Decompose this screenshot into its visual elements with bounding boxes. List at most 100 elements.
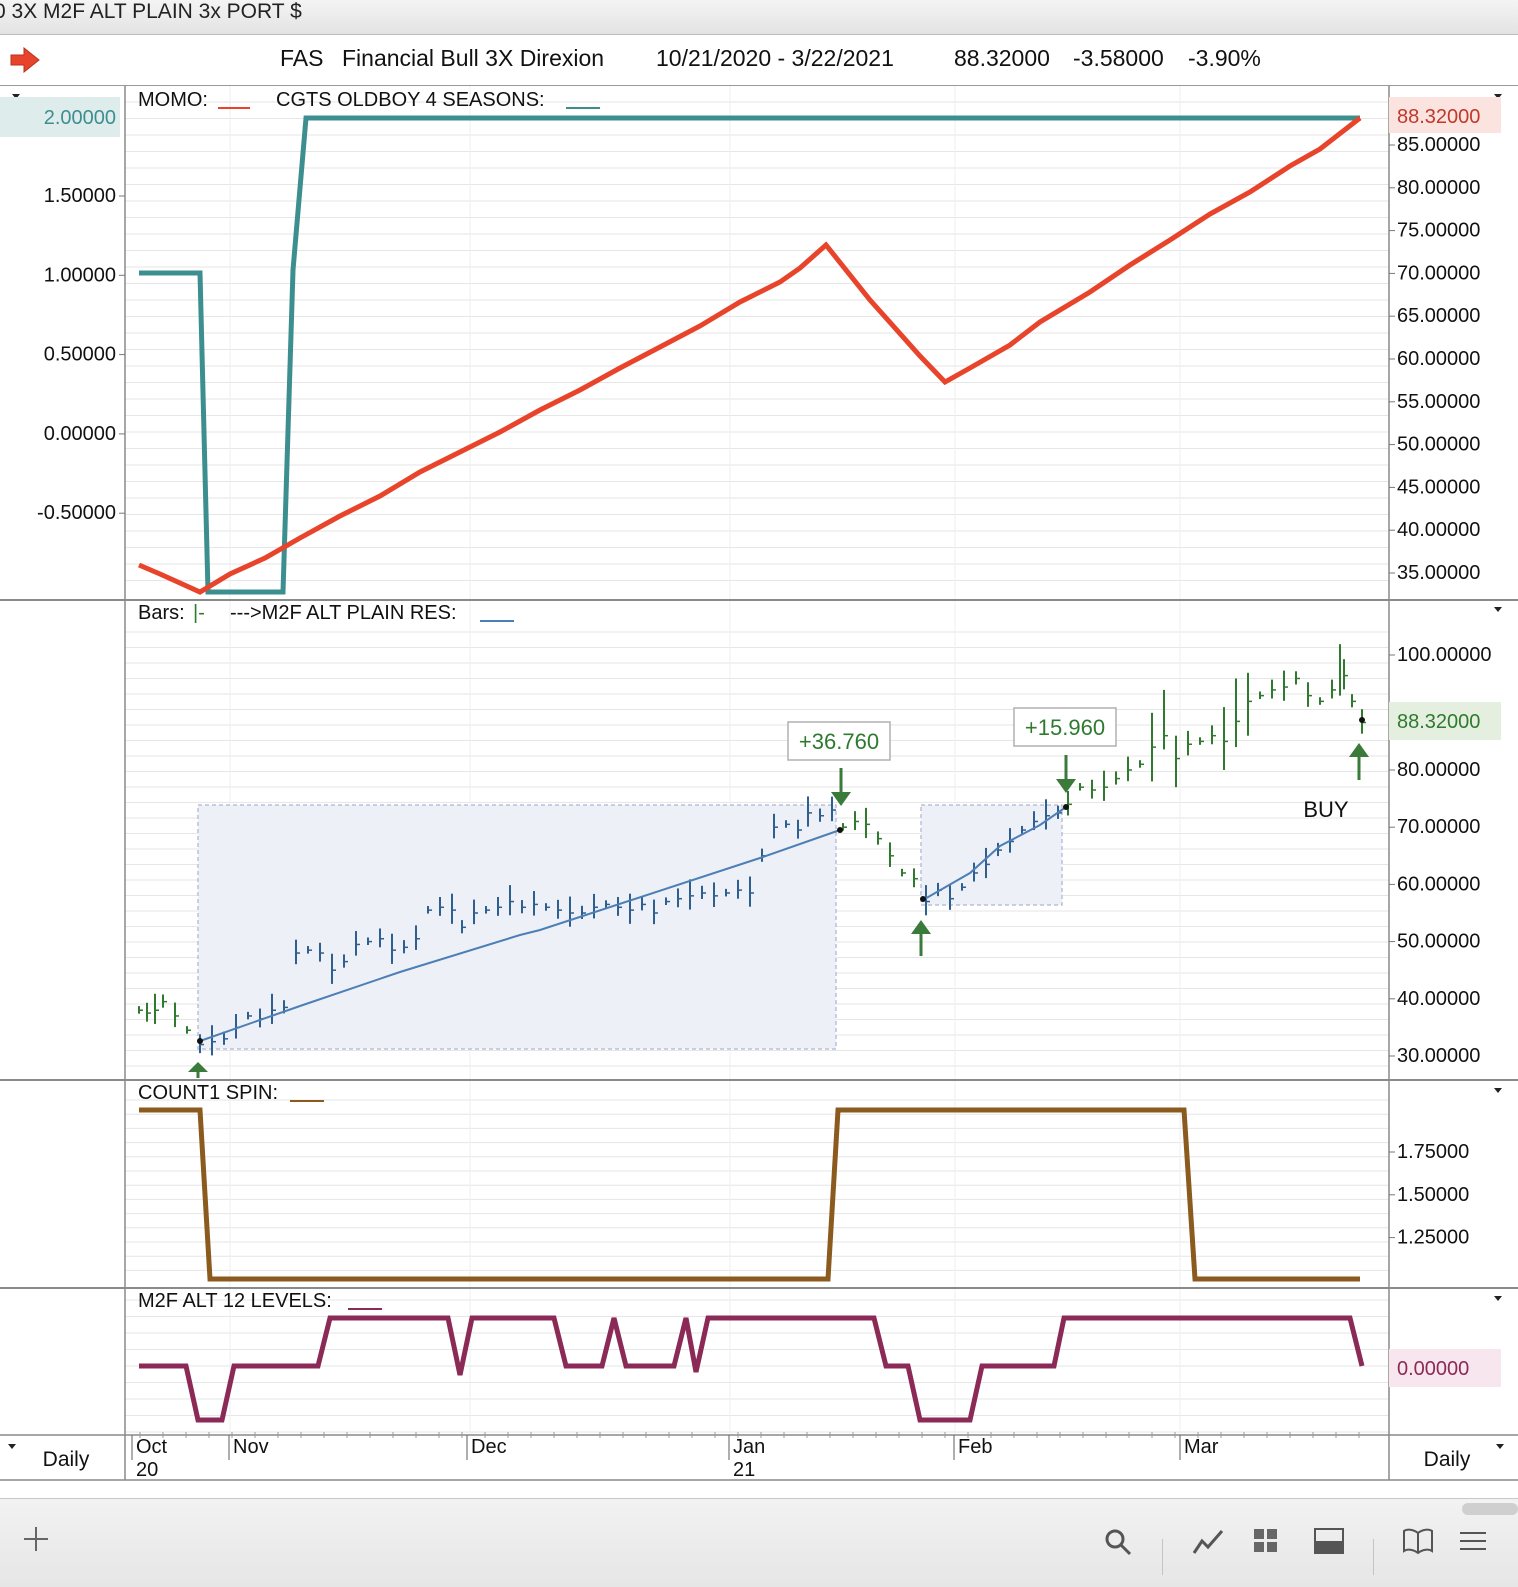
momo-right-tick-label: 65.00000 — [1397, 305, 1480, 327]
book-icon[interactable] — [1402, 1527, 1434, 1555]
count-panel: 1.75000 1.50000 1.25000 COUNT1 SPIN: — [138, 1082, 1469, 1282]
momo-series-line — [138, 116, 1362, 595]
period-caret-icon[interactable] — [1496, 1444, 1504, 1449]
price-change: -3.58000 — [1073, 45, 1164, 71]
date-range: 10/21/2020 - 3/22/2021 — [656, 45, 894, 71]
levels-series-line — [139, 1315, 1365, 1423]
line-chart-icon[interactable] — [1192, 1527, 1224, 1557]
x-year-label: 20 — [136, 1459, 158, 1481]
bars-right-tick-label: 40.00000 — [1397, 988, 1480, 1010]
momo-left-tick-label: 0.50000 — [44, 344, 116, 366]
right-value-highlight — [1389, 97, 1501, 133]
period-label-right[interactable]: Daily — [1424, 1448, 1471, 1471]
momo-left-highlight-label: 2.00000 — [44, 107, 116, 129]
last-price: 88.32000 — [954, 45, 1050, 71]
levels-right-highlight-bg — [1389, 1349, 1501, 1387]
red-arrow-icon[interactable] — [10, 47, 40, 73]
momo-right-tick-label: 75.00000 — [1397, 220, 1480, 242]
bars-right-highlight-label: 88.32000 — [1397, 711, 1480, 733]
momo-right-tick-label: 45.00000 — [1397, 476, 1480, 498]
x-month-label: Oct — [136, 1436, 168, 1458]
horizontal-scrollbar[interactable] — [1462, 1503, 1518, 1515]
window-title-bar: 0 3X M2F ALT PLAIN 3x PORT $ — [0, 0, 1518, 35]
panel-menu-caret-icon[interactable] — [1494, 94, 1502, 99]
momo-right-highlight-label: 88.32000 — [1397, 106, 1480, 128]
grid-layout-icon[interactable] — [1252, 1527, 1280, 1555]
x-month-label: Mar — [1184, 1436, 1219, 1458]
x-axis: Oct Nov Dec Jan Feb Mar 20 21 — [131, 1432, 1360, 1481]
buy-arrow-icon — [1349, 743, 1369, 780]
symbol-header: FAS Financial Bull 3X Direxion 10/21/202… — [0, 35, 1518, 87]
momo-left-tick-label: 1.00000 — [44, 264, 116, 286]
res-legend-label: --->M2F ALT PLAIN RES: — [230, 602, 457, 624]
panel-menu-caret-icon[interactable] — [1494, 607, 1502, 612]
momo-right-tick-label: 85.00000 — [1397, 134, 1480, 156]
toolbar-divider — [1373, 1539, 1374, 1575]
period-label-left[interactable]: Daily — [43, 1448, 90, 1471]
bars-panel: 100.00000 80.00000 70.00000 60.00000 50.0000… — [138, 602, 1501, 1078]
momo-panel: 1.50000 1.00000 0.50000 0.00000 -0.50000 85.… — [0, 89, 1501, 595]
bars-right-tick-label: 60.00000 — [1397, 873, 1480, 895]
count-right-tick-label: 1.50000 — [1397, 1184, 1469, 1206]
bars-legend-label: Bars: — [138, 602, 185, 624]
momo-right-tick-label: 55.00000 — [1397, 391, 1480, 413]
price-change-pct: -3.90% — [1188, 45, 1261, 71]
count-legend-label: COUNT1 SPIN: — [138, 1082, 278, 1104]
window-title: 0 3X M2F ALT PLAIN 3x PORT $ — [0, 0, 302, 23]
bars-right-tick-label: 70.00000 — [1397, 816, 1480, 838]
x-month-label: Feb — [958, 1436, 992, 1458]
chart-area[interactable]: 1.50000 1.00000 0.50000 0.00000 -0.50000 85.… — [0, 86, 1518, 1498]
x-month-label: Nov — [233, 1436, 269, 1458]
count-right-tick-label: 1.75000 — [1397, 1141, 1469, 1163]
cgts-series-line — [139, 115, 1360, 595]
panel-layout-icon[interactable] — [1313, 1527, 1345, 1555]
panel-menu-caret-icon[interactable] — [1494, 1296, 1502, 1301]
momo-right-tick-label: 50.00000 — [1397, 434, 1480, 456]
res-line-1 — [199, 829, 841, 1042]
res-line-2 — [922, 806, 1067, 901]
x-month-label: Jan — [733, 1436, 765, 1458]
bars-legend-marker: |- — [193, 602, 205, 624]
count-right-tick-label: 1.25000 — [1397, 1227, 1469, 1249]
symbol-ticker: FAS — [280, 45, 324, 71]
cgts-legend-label: CGTS OLDBOY 4 SEASONS: — [276, 89, 545, 111]
bars-right-highlight-bg — [1389, 702, 1501, 740]
list-menu-icon[interactable] — [1458, 1529, 1488, 1553]
bars-right-tick-label: 50.00000 — [1397, 931, 1480, 953]
momo-right-tick-label: 70.00000 — [1397, 262, 1480, 284]
buy-arrow-icon — [188, 1062, 208, 1078]
trade-range-box-1 — [197, 804, 837, 1050]
momo-legend-label: MOMO: — [138, 89, 208, 111]
momo-right-tick-label: 40.00000 — [1397, 519, 1480, 541]
momo-right-tick-label: 35.00000 — [1397, 562, 1480, 584]
sell-arrow-icon — [1056, 755, 1076, 793]
gain-label-1: +36.760 — [799, 729, 879, 754]
add-icon[interactable] — [22, 1525, 50, 1553]
sell-arrow-icon — [831, 768, 851, 806]
period-caret-icon[interactable] — [8, 1444, 16, 1449]
momo-right-tick-label: 60.00000 — [1397, 348, 1480, 370]
gain-label-2: +15.960 — [1025, 715, 1105, 740]
panel-menu-caret-icon[interactable] — [1494, 1088, 1502, 1093]
search-icon[interactable] — [1103, 1527, 1133, 1557]
gain-box-2 — [1013, 707, 1117, 747]
momo-left-tick-label: 0.00000 — [44, 423, 116, 445]
count-series-line — [139, 1107, 1360, 1282]
bars-right-tick-label: 100.00000 — [1397, 644, 1492, 666]
levels-right-highlight-label: 0.00000 — [1397, 1358, 1469, 1380]
x-year-label: 21 — [733, 1459, 755, 1481]
symbol-name: Financial Bull 3X Direxion — [342, 45, 605, 71]
momo-left-tick-label: 1.50000 — [44, 185, 116, 207]
momo-left-tick-label: -0.50000 — [37, 502, 116, 524]
buy-arrow-icon — [911, 920, 931, 956]
momo-right-tick-label: 80.00000 — [1397, 177, 1480, 199]
toolbar-divider — [1162, 1539, 1163, 1575]
x-month-label: Dec — [471, 1436, 507, 1458]
panel-menu-caret-icon[interactable] — [12, 94, 20, 99]
bottom-toolbar — [0, 1498, 1518, 1587]
bars-right-tick-label: 30.00000 — [1397, 1045, 1480, 1067]
levels-panel: M2F ALT 12 LEVELS: 0.00000 — [138, 1290, 1501, 1423]
levels-legend-label: M2F ALT 12 LEVELS: — [138, 1290, 332, 1312]
bars-right-tick-label: 80.00000 — [1397, 759, 1480, 781]
buy-label: BUY — [1303, 797, 1349, 822]
